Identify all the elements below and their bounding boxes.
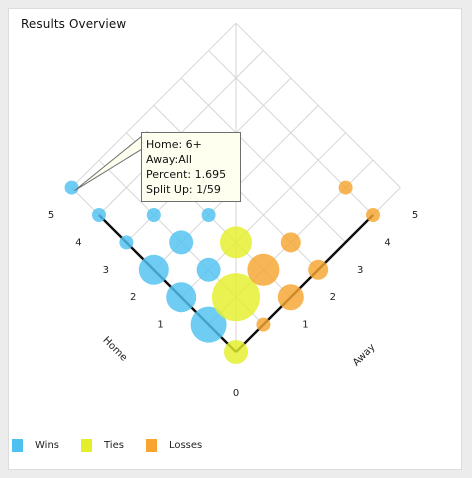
- away-axis-title: Away: [351, 342, 378, 369]
- bubble-wins: [92, 208, 106, 222]
- bubble-wins: [201, 208, 216, 222]
- tooltip-home: Home: 6+: [146, 138, 202, 151]
- bubble-wins: [166, 282, 197, 313]
- bubble-wins: [146, 208, 161, 222]
- tooltip-percent: Percent: 1.695: [146, 168, 227, 181]
- bubble-losses: [247, 253, 280, 286]
- home-tick-label: 5: [48, 210, 54, 221]
- legend-label-wins: Wins: [35, 440, 59, 451]
- bubble-losses: [256, 317, 271, 332]
- bubble-ties: [220, 226, 252, 259]
- bubble-losses: [338, 180, 353, 195]
- tooltip-away: Away:All: [146, 153, 192, 166]
- bubble-wins: [64, 180, 79, 195]
- legend-label-losses: Losses: [168, 440, 203, 451]
- grid-line: [235, 22, 401, 188]
- bubble-wins: [119, 235, 134, 250]
- legend-swatch-wins: [12, 439, 23, 452]
- bubble-wins: [196, 257, 221, 282]
- bubble-ties: [212, 273, 260, 322]
- chart-tooltip: Home: 6+ Away:All Percent: 1.695 Split U…: [141, 132, 241, 202]
- bubble-ties: [224, 340, 248, 364]
- home-tick-label: 4: [75, 237, 81, 248]
- bubble-losses: [280, 232, 301, 253]
- grid-line: [71, 22, 237, 188]
- bubble-wins: [138, 254, 169, 285]
- tooltip-split: Split Up: 1/59: [146, 183, 221, 196]
- away-tick-label: 3: [357, 265, 363, 276]
- legend-swatch-losses: [145, 439, 157, 452]
- home-tick-label: 3: [103, 265, 109, 276]
- home-axis-title: Home: [100, 335, 129, 364]
- legend-item-ties[interactable]: Ties: [81, 439, 124, 452]
- panel-title: Results Overview: [21, 17, 127, 31]
- away-tick-label: 1: [302, 320, 308, 331]
- legend-label-ties: Ties: [104, 440, 124, 451]
- origin-tick-label: 0: [233, 388, 239, 399]
- chart-bubbles: [64, 131, 380, 364]
- bubble-losses: [366, 208, 380, 222]
- home-tick-label: 2: [130, 292, 136, 303]
- home-tick-label: 1: [157, 320, 163, 331]
- bubble-losses: [308, 259, 329, 280]
- away-tick-label: 4: [384, 237, 390, 248]
- bubble-wins: [190, 306, 227, 343]
- away-tick-label: 5: [412, 210, 418, 221]
- chart-legend: Wins Ties Losses: [12, 439, 224, 452]
- bubble-wins: [169, 230, 194, 255]
- bubble-losses: [277, 284, 304, 311]
- legend-swatch-ties: [81, 439, 92, 452]
- away-tick-label: 2: [330, 292, 336, 303]
- legend-item-wins[interactable]: Wins: [12, 439, 59, 452]
- legend-item-losses[interactable]: Losses: [145, 439, 203, 452]
